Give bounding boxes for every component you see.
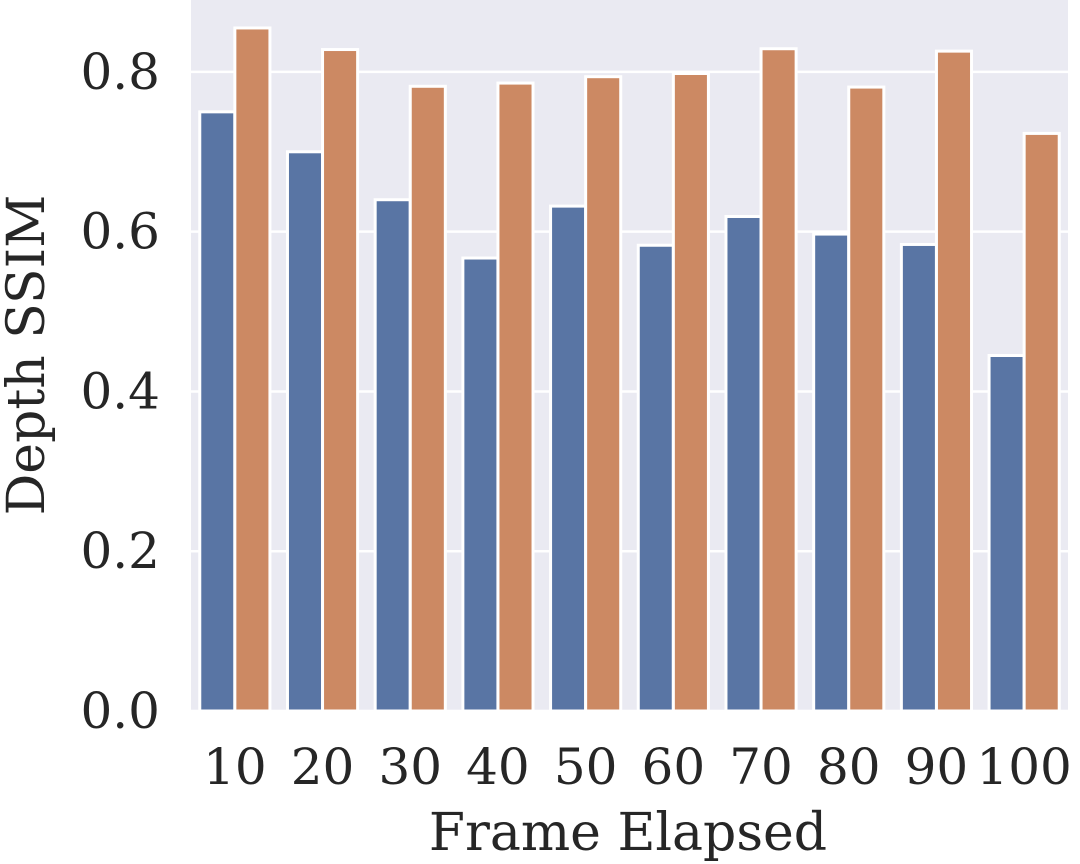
bar-series-1-30: [373, 198, 412, 713]
x-axis-label: Frame Elapsed: [429, 803, 827, 863]
x-tick-label: 80: [817, 738, 881, 796]
x-tick-label: 90: [905, 738, 969, 796]
bar-series-2-100: [1022, 131, 1061, 713]
bar-series-2-40: [496, 81, 535, 713]
y-tick-label: 0.0: [80, 682, 160, 740]
bar-series-1-100: [987, 354, 1026, 713]
x-tick-label: 60: [642, 738, 706, 796]
bar-series-1-50: [549, 204, 588, 713]
x-tick-label: 70: [729, 738, 793, 796]
x-tick-labels: 10 20 30 40 50 60 70 80 90 100: [203, 738, 1072, 796]
x-tick-label: 20: [291, 738, 355, 796]
bar-series-1-20: [285, 150, 325, 713]
bar-series-1-10: [198, 110, 237, 713]
y-tick-label: 0.4: [80, 362, 160, 420]
bar-series-1-70: [724, 214, 763, 713]
bar-series-2-90: [934, 49, 974, 713]
bar-series-1-90: [899, 242, 938, 713]
bar-series-1-40: [461, 256, 500, 713]
x-tick-label: 10: [203, 738, 267, 796]
y-tick-label: 0.6: [80, 203, 160, 261]
x-tick-label: 100: [976, 738, 1071, 796]
y-tick-label: 0.8: [80, 43, 160, 101]
bar-series-1-80: [812, 232, 851, 713]
bar-series-2-10: [233, 26, 272, 713]
y-axis-label: Depth SSIM: [0, 195, 57, 516]
bar-series-2-80: [847, 85, 886, 713]
bar-series-2-70: [759, 47, 798, 713]
bar-series-2-50: [584, 75, 623, 713]
bar-series-1-60: [636, 243, 675, 713]
bar-series-2-60: [671, 71, 710, 713]
y-tick-label: 0.2: [80, 522, 160, 580]
y-tick-labels: 0.0 0.2 0.4 0.6 0.8: [80, 43, 160, 740]
bars: [198, 26, 1061, 713]
bar-series-2-30: [408, 84, 447, 713]
x-tick-label: 50: [554, 738, 618, 796]
bar-series-2-20: [321, 48, 360, 713]
x-tick-label: 40: [466, 738, 530, 796]
x-tick-label: 30: [378, 738, 442, 796]
